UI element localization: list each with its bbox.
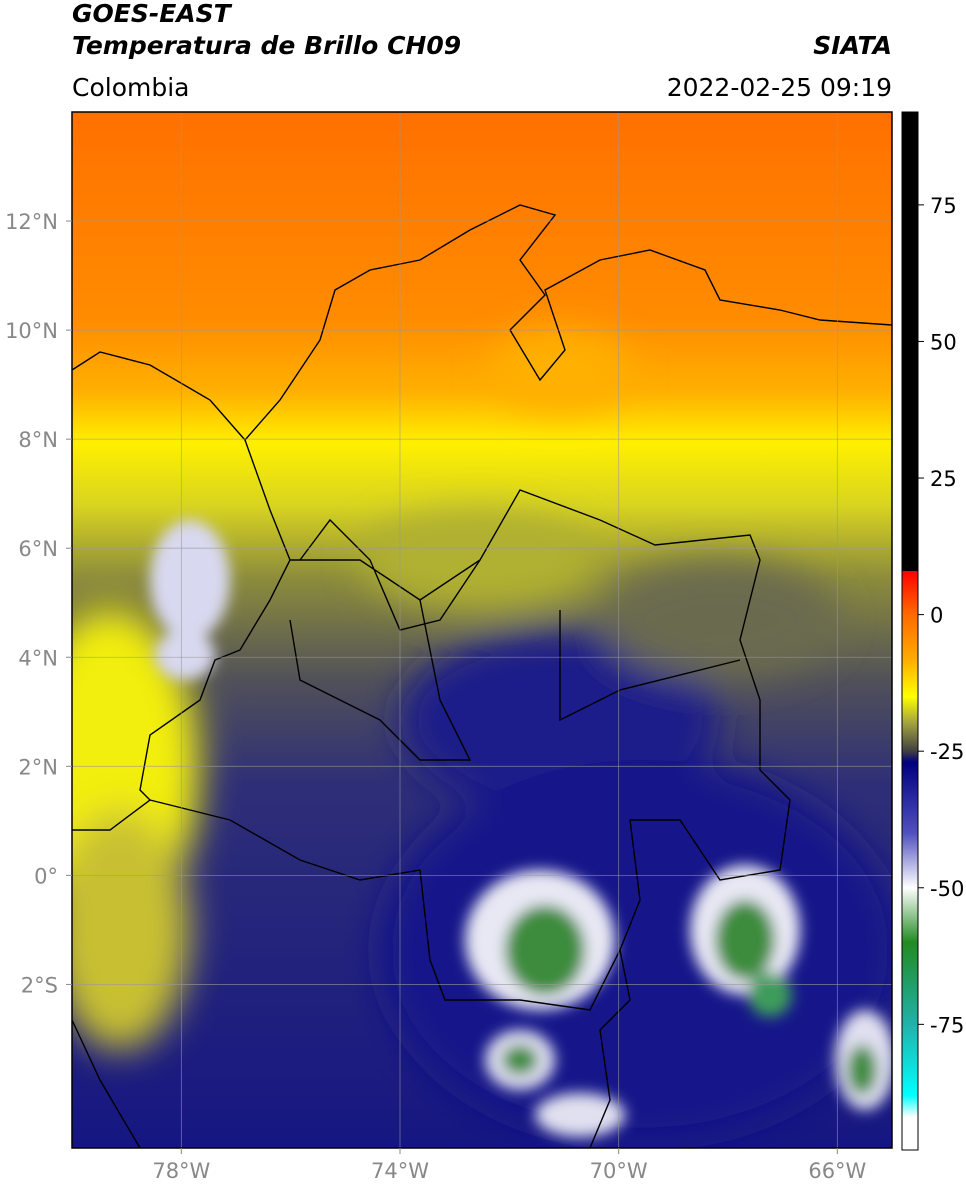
colorbar-tick-label: 0 <box>930 604 943 628</box>
title: GOES-EAST <box>72 0 233 28</box>
map-frame <box>71 111 893 1149</box>
colorbar <box>901 111 919 1151</box>
colorbar-tick-label: -75 <box>930 1013 964 1037</box>
y-tick-label: 2°S <box>21 973 58 997</box>
graticule <box>72 112 892 1148</box>
subtitle: Temperatura de Brillo CH09 <box>72 31 461 60</box>
colorbar-tick-label: 50 <box>930 330 957 354</box>
source: SIATA <box>813 31 892 60</box>
colorbar-tick-label: -25 <box>930 740 964 764</box>
y-tick-label: 4°N <box>18 646 58 670</box>
x-tick-label: 74°W <box>371 1159 429 1183</box>
y-tick-label: 2°N <box>18 755 58 779</box>
colorbar-tick-label: -50 <box>930 877 964 901</box>
x-tick-label: 70°W <box>590 1159 648 1183</box>
datetime: 2022-02-25 09:19 <box>667 73 892 102</box>
y-tick-label: 6°N <box>18 537 58 561</box>
satellite-image <box>72 112 892 1148</box>
region: Colombia <box>72 73 189 102</box>
y-tick-label: 10°N <box>5 319 58 343</box>
y-tick-label: 8°N <box>18 428 58 452</box>
x-tick-label: 78°W <box>152 1159 210 1183</box>
colorbar-tick-label: 75 <box>930 194 957 218</box>
y-tick-label: 0° <box>34 864 58 888</box>
x-tick-label: 66°W <box>808 1159 866 1183</box>
y-tick-label: 12°N <box>5 210 58 234</box>
colorbar-tick-label: 25 <box>930 467 957 491</box>
